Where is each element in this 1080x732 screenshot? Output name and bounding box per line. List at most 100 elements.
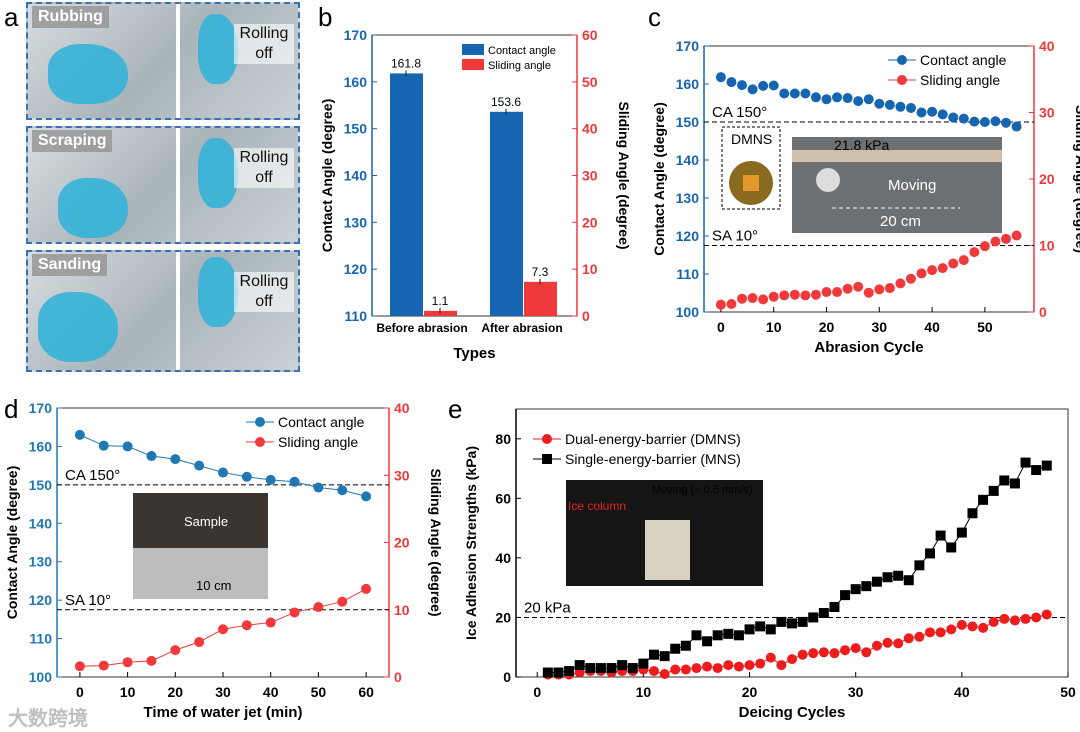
data-point: [969, 247, 980, 258]
data-point: [884, 283, 895, 294]
y-tick-label: 160: [29, 438, 53, 454]
inset-distance-label: 20 cm: [880, 213, 921, 230]
data-point: [988, 616, 999, 627]
y2-axis-label: Sliding Angle (degree): [428, 468, 444, 616]
data-point: [935, 530, 946, 541]
y2-tick-label: 50: [582, 74, 598, 90]
y2-tick-label: 0: [394, 669, 402, 685]
data-point: [797, 649, 808, 660]
legend-label: Contact angle: [488, 45, 556, 57]
data-point: [627, 663, 638, 674]
data-point: [979, 241, 990, 252]
data-point: [776, 660, 787, 671]
data-point: [884, 99, 895, 110]
data-point: [649, 666, 659, 677]
data-point: [1041, 609, 1052, 620]
chart-b: 110 120 130 140 150 160 170 Contact Angle (degr…: [319, 27, 632, 362]
data-point: [818, 607, 829, 618]
legend-swatch: [462, 59, 484, 70]
bar-value-label: 7.3: [532, 265, 549, 279]
force-gauge: [645, 520, 690, 580]
y2-tick-label: 20: [1039, 171, 1055, 187]
data-point: [715, 299, 726, 310]
data-point: [916, 107, 927, 118]
y-tick-label: 160: [676, 76, 700, 92]
data-point: [680, 640, 691, 651]
data-point: [670, 643, 681, 654]
photo-sanding: Sanding Rolling off: [26, 250, 300, 372]
data-point: [927, 106, 938, 117]
y-tick-label: 110: [29, 631, 52, 647]
legend-marker: [897, 55, 907, 65]
panel-label-d: d: [4, 394, 19, 424]
data-point: [979, 117, 990, 127]
x-tick-label: 60: [358, 684, 374, 700]
data-point: [832, 92, 843, 103]
y2-tick-label: 40: [1039, 38, 1055, 54]
y-tick-label: 170: [344, 27, 368, 43]
data-point: [956, 619, 967, 630]
data-point: [882, 637, 893, 648]
x-axis-label: Types: [453, 345, 495, 362]
legend-label: Contact angle: [920, 52, 1007, 68]
x-tick-label: After abrasion: [481, 321, 562, 335]
inset-motion-label: Moving: [888, 177, 936, 194]
y-tick-label: 120: [676, 228, 700, 244]
x-tick-label: 40: [924, 319, 940, 335]
data-point: [969, 116, 980, 127]
data-point: [882, 572, 893, 583]
y2-tick-label: 10: [1039, 238, 1055, 254]
data-point: [585, 663, 596, 674]
data-point: [840, 645, 851, 656]
photo-floor: [133, 548, 268, 599]
data-point: [146, 451, 157, 462]
data-point: [313, 602, 324, 613]
x-tick-label: 20: [168, 684, 184, 700]
y2-tick-label: 20: [394, 535, 410, 551]
data-point: [726, 77, 737, 88]
legend-swatch: [462, 44, 484, 55]
y-tick-label: 0: [503, 669, 511, 685]
data-point: [74, 429, 85, 440]
method-label: Sanding: [32, 254, 108, 276]
data-point: [893, 570, 904, 581]
y2-axis-label: Sliding Angle (degree): [616, 101, 632, 249]
data-point: [842, 93, 853, 104]
data-point: [905, 102, 916, 113]
data-point: [905, 273, 916, 284]
y-tick-label: 140: [676, 152, 700, 168]
data-point: [903, 575, 914, 586]
data-point: [842, 283, 853, 294]
data-point: [850, 584, 861, 595]
data-point: [967, 621, 978, 632]
data-point: [853, 96, 864, 107]
data-point: [797, 616, 808, 627]
inset-sample-label: Sample: [184, 514, 228, 529]
data-point: [649, 649, 659, 660]
method-label: Rubbing: [32, 6, 109, 28]
data-point: [829, 602, 840, 613]
legend-label: Single-energy-barrier (MNS): [565, 451, 741, 467]
data-point: [765, 624, 776, 635]
data-point: [956, 527, 967, 538]
legend-label: Sliding angle: [488, 60, 551, 72]
data-point: [194, 637, 205, 648]
data-point: [712, 663, 723, 674]
data-point: [265, 474, 276, 485]
data-point: [958, 113, 969, 124]
x-tick-label: 0: [717, 319, 725, 335]
y-tick-label: 130: [29, 554, 53, 570]
inset-motion-label: Moving (~ 0.5 mm/s): [652, 484, 753, 496]
data-point: [733, 661, 744, 672]
data-point: [810, 289, 821, 300]
data-point: [723, 660, 734, 671]
legend-label: Sliding angle: [278, 434, 358, 450]
data-point: [903, 633, 914, 644]
x-tick-label: 50: [977, 319, 993, 335]
data-point: [758, 80, 769, 91]
x-tick-label: 50: [1060, 684, 1076, 700]
inset-pressure-label: 21.8 kPa: [834, 137, 889, 153]
y2-tick-label: 20: [582, 214, 598, 230]
